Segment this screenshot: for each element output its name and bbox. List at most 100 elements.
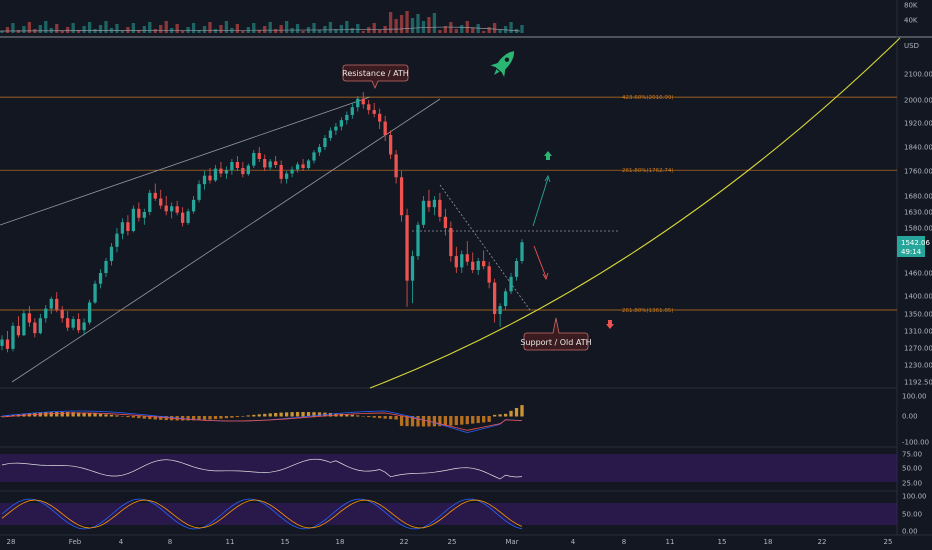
volume-bar xyxy=(416,14,420,33)
candle-body xyxy=(137,208,141,218)
macd-histogram-bar xyxy=(126,416,130,418)
macd-histogram-bar xyxy=(120,416,125,417)
candle-body xyxy=(66,318,70,328)
volume-bar xyxy=(76,30,81,33)
volume-bar xyxy=(421,21,426,33)
volume-bar xyxy=(126,27,130,33)
candle-body xyxy=(312,152,316,161)
stoch-tick: 0.00 xyxy=(902,528,918,536)
descending-dashed-line[interactable] xyxy=(439,184,531,311)
volume-bar xyxy=(71,23,75,33)
macd-histogram-bar xyxy=(460,416,464,425)
candle-body xyxy=(241,168,245,175)
candle-body xyxy=(263,159,267,168)
volume-bar xyxy=(115,24,119,33)
macd-histogram-bar xyxy=(93,413,97,417)
candle-body xyxy=(503,291,508,307)
candle-body xyxy=(399,177,404,216)
macd-histogram-bar xyxy=(142,416,146,419)
candle-body xyxy=(27,313,32,323)
candle-body xyxy=(235,162,240,168)
candle-body xyxy=(170,206,174,212)
macd-panel xyxy=(0,405,524,434)
candle-body xyxy=(104,261,108,273)
candle-body xyxy=(421,200,426,225)
macd-histogram-bar xyxy=(367,416,371,418)
macd-histogram-bar xyxy=(399,416,404,426)
fib-label: 261.80%(1361.05) xyxy=(622,308,674,314)
time-tick: Mar xyxy=(505,538,518,546)
candle-body xyxy=(257,153,261,159)
macd-histogram-bar xyxy=(421,416,426,427)
candle-body xyxy=(98,273,103,284)
macd-histogram-bar xyxy=(498,414,502,417)
candle-body xyxy=(153,192,157,199)
volume-bar xyxy=(361,31,365,33)
macd-histogram-bar xyxy=(416,416,420,427)
price-tick: 1270.00 xyxy=(904,345,932,353)
time-tick: 15 xyxy=(718,538,727,546)
trend-lines xyxy=(0,37,901,389)
macd-histogram-bar xyxy=(202,416,207,420)
macd-histogram-bar xyxy=(443,416,448,426)
macd-histogram-bar xyxy=(339,413,344,417)
volume-bar xyxy=(263,26,267,33)
rsi-band xyxy=(0,454,897,482)
candle-body xyxy=(454,256,458,268)
macd-histogram-bar xyxy=(301,412,305,417)
price-tick: 2100.00 xyxy=(904,71,932,79)
time-tick: 22 xyxy=(400,538,409,546)
green-projection-line[interactable] xyxy=(532,177,549,227)
volume-bar xyxy=(191,23,196,33)
time-tick: 22 xyxy=(818,538,827,546)
macd-histogram-bar xyxy=(71,412,75,417)
price-tick: 1680.00 xyxy=(904,193,932,201)
candle-body xyxy=(279,165,283,179)
volume-bar xyxy=(432,13,437,33)
volume-bar xyxy=(27,22,32,33)
macd-histogram-bar xyxy=(312,412,316,417)
macd-histogram-bar xyxy=(87,412,92,417)
candle-body xyxy=(71,319,75,328)
volume-bar xyxy=(153,29,157,33)
macd-tick: 0.00 xyxy=(902,413,918,421)
macd-tick: -100.00 xyxy=(902,439,929,447)
candle-body xyxy=(295,164,300,170)
volume-bar xyxy=(16,30,21,33)
support-label: Support / Old ATH xyxy=(520,338,591,347)
support-curve[interactable] xyxy=(369,37,901,389)
candlestick-series xyxy=(0,92,524,353)
candle-body xyxy=(186,211,190,223)
macd-histogram-bar xyxy=(104,414,108,417)
candle-body xyxy=(55,298,59,310)
volume-bar xyxy=(438,30,442,33)
candle-body xyxy=(284,173,289,179)
candle-body xyxy=(126,222,130,231)
volume-bar xyxy=(5,27,10,33)
volume-bar xyxy=(476,24,480,33)
stoch-k-line xyxy=(1,498,523,530)
lower-channel-line[interactable] xyxy=(11,98,441,383)
candle-body xyxy=(274,161,278,165)
price-tick: 1920.00 xyxy=(904,120,932,128)
macd-histogram-bar xyxy=(503,413,508,417)
volume-bar xyxy=(399,15,404,33)
time-tick: 18 xyxy=(336,538,345,546)
macd-histogram-bar xyxy=(0,416,4,417)
price-tick: 1630.00 xyxy=(904,209,932,217)
macd-histogram-bar xyxy=(306,412,311,417)
resistance-callout[interactable]: Resistance / ATH xyxy=(342,64,409,90)
red-projection-line[interactable] xyxy=(533,245,547,278)
candle-body xyxy=(33,322,37,334)
volume-bar xyxy=(312,23,316,33)
candle-body xyxy=(482,261,486,267)
macd-histogram-bar xyxy=(514,407,519,417)
rsi-panel xyxy=(1,458,523,480)
upper-channel-line[interactable] xyxy=(0,96,371,226)
candle-body xyxy=(159,198,163,206)
candle-body xyxy=(115,233,119,247)
support-callout[interactable]: Support / Old ATH xyxy=(520,317,592,351)
macd-histogram-bar xyxy=(148,416,152,420)
price-tick: 1840.00 xyxy=(904,144,932,152)
